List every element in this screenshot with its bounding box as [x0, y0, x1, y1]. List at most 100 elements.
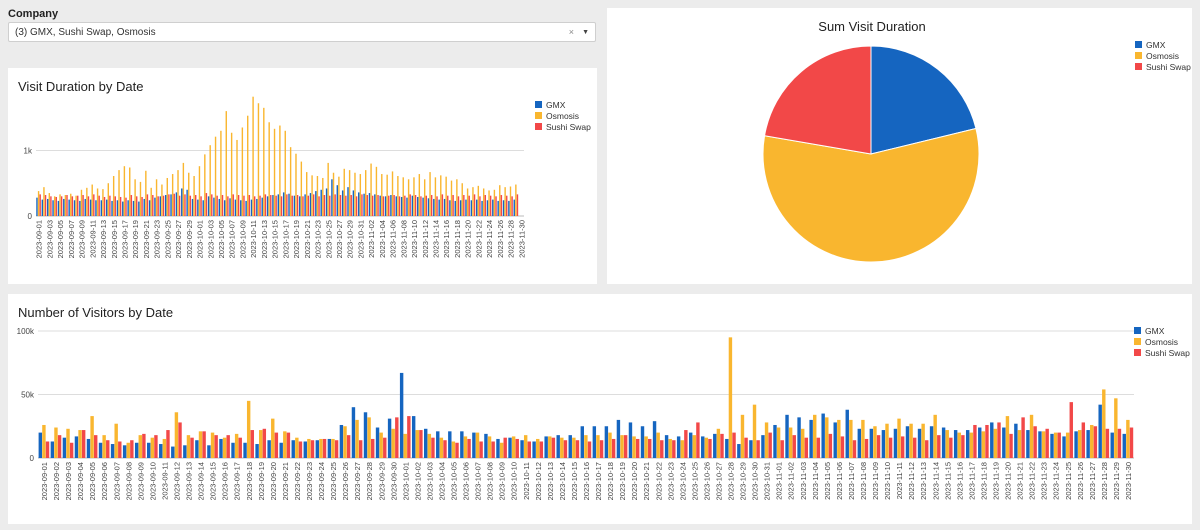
duration-bar — [393, 195, 395, 216]
visitors-bar — [953, 430, 958, 458]
duration-xtick-label: 2023-11-02 — [367, 220, 376, 258]
visitors-xtick-label: 2023-10-15 — [570, 462, 579, 500]
duration-bar — [218, 198, 221, 216]
visitors-bar — [592, 426, 597, 458]
company-filter-label: Company — [8, 8, 59, 20]
visitors-bar — [520, 440, 524, 458]
visitors-bar — [725, 438, 729, 458]
visitors-xtick-label: 2023-10-11 — [522, 462, 531, 500]
visitors-bar — [363, 412, 368, 458]
visitors-bar — [1038, 431, 1042, 458]
pie-legend-swatch — [1135, 63, 1142, 70]
duration-bar — [354, 172, 356, 216]
visitors-xtick-label: 2023-09-15 — [209, 462, 218, 500]
clear-icon[interactable]: × — [568, 27, 575, 37]
duration-xtick-label: 2023-11-06 — [389, 220, 398, 258]
visitors-xtick-label: 2023-09-09 — [136, 462, 145, 500]
visitors-xtick-label: 2023-09-16 — [221, 462, 230, 500]
visitors-bar — [873, 426, 877, 458]
visitors-bar — [183, 445, 187, 458]
duration-bar — [256, 198, 258, 216]
duration-bar — [178, 195, 181, 216]
duration-bar — [390, 195, 392, 216]
duration-bar — [374, 194, 376, 216]
duration-xtick-label: 2023-11-20 — [464, 220, 473, 258]
duration-bar — [375, 166, 378, 216]
duration-bar — [112, 176, 115, 216]
visitors-bar — [965, 430, 970, 458]
duration-bar — [100, 200, 103, 216]
duration-xtick-label: 2023-11-04 — [378, 220, 387, 258]
chevron-down-icon[interactable]: ▼ — [582, 28, 589, 36]
visitors-bar — [933, 414, 937, 458]
visitors-bar — [511, 436, 516, 458]
duration-legend-swatch — [535, 112, 542, 119]
duration-bar — [413, 177, 415, 216]
duration-bar — [295, 153, 297, 216]
duration-bar — [279, 125, 281, 216]
visitors-xtick-label: 2023-10-07 — [474, 462, 483, 500]
visitors-bar — [849, 419, 853, 458]
visitors-bar — [664, 435, 669, 458]
visitors-bar — [1117, 428, 1122, 458]
visitors-bar — [628, 422, 633, 458]
duration-bar — [282, 192, 285, 216]
visitors-bar — [431, 437, 435, 458]
duration-bar — [504, 187, 506, 216]
visitors-bar — [475, 432, 480, 458]
duration-bar — [248, 195, 251, 216]
duration-bar — [209, 145, 211, 216]
visitors-bar — [1114, 398, 1118, 458]
duration-bar — [366, 195, 369, 216]
visitors-bar — [744, 437, 748, 458]
visitors-bar — [1093, 426, 1098, 458]
visitors-bar — [146, 442, 151, 458]
visitors-bar — [608, 432, 612, 458]
duration-xtick-label: 2023-11-18 — [453, 220, 462, 258]
visitors-bar — [749, 440, 753, 458]
visitors-bar — [166, 430, 170, 458]
duration-bar — [96, 188, 99, 216]
visitors-bar — [195, 440, 199, 458]
visitors-bar — [391, 428, 395, 458]
visitors-bar — [81, 430, 86, 458]
visitors-bar — [656, 432, 660, 458]
visitors-bar — [876, 435, 881, 458]
visitors-xtick-label: 2023-11-29 — [1112, 462, 1121, 500]
duration-bar — [497, 200, 499, 216]
visitors-bar — [226, 435, 230, 458]
visitors-bar — [1033, 426, 1037, 458]
visitors-legend-label: Osmosis — [1145, 337, 1178, 347]
visitors-bar — [1090, 424, 1094, 458]
duration-bar — [359, 174, 362, 216]
visitors-bar — [1069, 402, 1073, 458]
visitors-bar — [572, 437, 576, 458]
visitors-bar — [696, 422, 700, 458]
duration-bar — [323, 195, 326, 216]
visitors-bar — [138, 435, 142, 458]
visitors-bar — [833, 422, 837, 458]
duration-bar — [384, 196, 387, 216]
visitors-bar — [231, 442, 235, 458]
visitors-bar — [941, 427, 946, 458]
visitors-bar — [399, 372, 404, 458]
duration-bar — [397, 176, 399, 216]
visitors-xtick-label: 2023-10-17 — [594, 462, 603, 500]
duration-bar — [370, 163, 372, 216]
duration-bar — [152, 195, 154, 216]
duration-bar — [119, 196, 122, 216]
duration-bar — [229, 198, 231, 216]
duration-bar — [36, 197, 38, 216]
duration-bar — [181, 188, 183, 216]
duration-bar — [53, 196, 56, 216]
duration-bar — [60, 196, 63, 216]
visitors-xtick-label: 2023-09-30 — [389, 462, 398, 500]
visitors-xtick-label: 2023-10-29 — [739, 462, 748, 500]
visit-duration-title: Visit Duration by Date — [18, 79, 144, 94]
visitors-bar — [94, 435, 98, 458]
duration-bar — [87, 196, 90, 216]
company-filter-select[interactable]: (3) GMX, Sushi Swap, Osmosis × ▼ — [8, 22, 596, 42]
duration-bar — [205, 193, 208, 216]
visitors-xtick-label: 2023-10-14 — [558, 462, 567, 500]
duration-bar — [418, 174, 421, 216]
